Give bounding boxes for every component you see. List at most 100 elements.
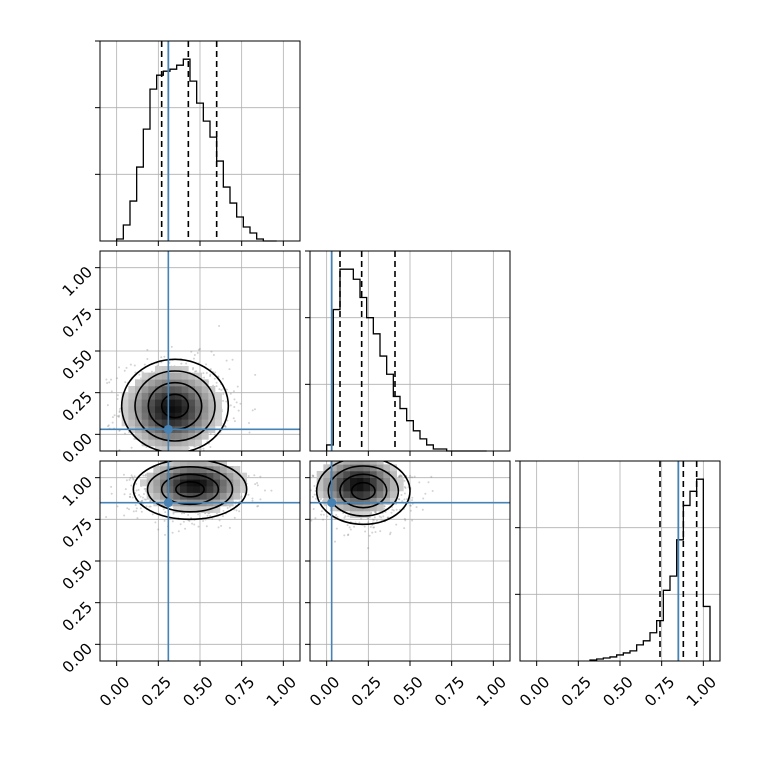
density-panel-p0-p2-sample-point (143, 498, 146, 501)
density-panel-p0-p2-sample-point (247, 493, 250, 496)
histogram-panel-p0-histogram-steps (116, 58, 277, 242)
density-panel-p1-p2-sample-point (353, 525, 356, 528)
density-panel-p1-p2-sample-point (409, 509, 412, 512)
density-panel-p0-p1-sample-point (118, 414, 121, 417)
density-panel-p0-p2-density-cell (220, 461, 227, 467)
density-panel-p0-p2-sample-point (141, 496, 144, 499)
density-panel-p0-p1-density-cell (188, 406, 196, 413)
density-panel-p0-p1-sample-point (105, 378, 108, 381)
density-panel-p0-p1-density-cell (175, 446, 182, 451)
density-panel-p0-p1-density-cell (195, 432, 202, 440)
density-panel-p1-p2-density-cell (323, 491, 331, 498)
density-panel-p1-p2-density-cell (356, 477, 364, 485)
density-panel-p0-p1-density-cell (201, 399, 209, 407)
density-panel-p0-p2-sample-point (247, 474, 250, 477)
density-panel-p0-p1-sample-point (108, 381, 111, 384)
density-panel-p0-p2-sample-point (105, 515, 108, 518)
density-panel-p0-p2-density-cell (186, 461, 194, 467)
density-panel-p0-p2-sample-point (126, 507, 129, 510)
histogram-panel-p2 (515, 460, 721, 662)
density-panel-p1-p2 (309, 460, 511, 662)
density-panel-p0-p1-density-cell (201, 412, 209, 420)
density-panel-p1-p2-sample-point (400, 475, 403, 478)
density-panel-p1-p2-sample-point (400, 474, 403, 477)
density-panel-p0-p1-sample-point (192, 366, 195, 369)
density-panel-p0-p1-density-cell (181, 412, 189, 420)
density-panel-p0-p1-sample-point (180, 362, 183, 365)
density-panel-p1-p2-sample-point (405, 498, 408, 501)
density-panel-p0-p1-density-cell (215, 412, 222, 420)
density-panel-p1-p2-density-cell (350, 477, 357, 485)
density-panel-p1-p2-density-cell (363, 464, 371, 472)
density-panel-p0-p2-density-cell (220, 486, 227, 493)
density-panel-p0-p2-density-cell (180, 506, 187, 513)
density-panel-p0-p1-sample-point (213, 377, 216, 380)
density-panel-p1-p2-density-cell (330, 461, 337, 465)
density-panel-p0-p1-sample-point (130, 446, 133, 449)
density-panel-p1-p2-sample-point (347, 533, 350, 536)
density-panel-p0-p2-sample-point (134, 503, 137, 506)
density-panel-p1-p2-density-cell (316, 471, 324, 478)
density-panel-p0-p1-sample-point (194, 370, 197, 373)
density-panel-p0-p2-sample-point (202, 519, 205, 522)
density-panel-p1-p2-density-cell (363, 491, 371, 498)
density-panel-p0-p2-contour-3 (132, 461, 248, 521)
density-panel-p0-p1-density-cell (161, 419, 169, 427)
density-panel-p0-p1-density-cell (155, 412, 162, 420)
density-panel-p0-p2-density-cell (200, 466, 207, 473)
density-panel-p0-p1-sample-point (106, 382, 109, 385)
density-panel-p1-p2-sample-point (374, 510, 377, 513)
density-panel-p1-p2-density-cell (350, 464, 357, 472)
density-panel-p0-p1-density-cell (175, 419, 182, 427)
density-panel-p0-p1-sample-point (209, 432, 212, 435)
density-panel-p0-p2-sample-point (135, 483, 138, 486)
density-panel-p1-p2-sample-point (386, 516, 389, 519)
density-panel-p1-p2-density-cell (370, 504, 377, 512)
density-panel-p1-p2-density-cell (370, 477, 377, 485)
density-panel-p1-p2-density-cell (376, 491, 384, 498)
density-panel-p0-p2-density-cell (166, 472, 174, 480)
density-panel-p1-p2-sample-point (389, 531, 392, 534)
density-panel-p0-p1-sample-point (134, 371, 137, 374)
density-panel-p1-p2-density-cell (330, 484, 337, 492)
density-panel-p0-p2-truth-point (163, 498, 173, 508)
density-panel-p1-p2-sample-point (373, 526, 376, 529)
density-panel-p1-p2-density-cell (330, 471, 337, 478)
density-panel-p0-p1-sample-point (139, 377, 142, 380)
density-panel-p0-p1-sample-point (231, 358, 234, 361)
density-panel-p1-p2-sample-point (335, 513, 338, 516)
density-panel-p0-p2-sample-point (157, 528, 160, 531)
density-panel-p0-p2-sample-point (128, 495, 131, 498)
density-panel-p0-p1-sample-point (111, 416, 114, 419)
density-panel-p1-p2-density-cell (336, 504, 344, 512)
density-panel-p0-p1-density-cell (181, 392, 189, 400)
density-panel-p1-p2-sample-point (313, 484, 316, 487)
density-panel-p0-p1-sample-point (237, 409, 240, 412)
density-panel-p0-p1-sample-point (251, 409, 254, 412)
density-panel-p1-p2-density-cell (330, 504, 337, 512)
density-panel-p0-p2-density-cell (220, 492, 227, 500)
density-panel-p0-p1-density-cell (208, 399, 216, 407)
density-panel-p1-p2-density-cell (383, 471, 391, 478)
density-panel-p1-p2-sample-point (375, 519, 378, 522)
density-panel-p0-p1-sample-point (190, 350, 193, 353)
density-panel-p1-p2-sample-point (312, 508, 315, 511)
density-panel-p0-p1-density-cell (121, 412, 129, 420)
density-panel-p0-p2-sample-point (140, 510, 143, 513)
density-panel-p1-p2-density-cell (350, 471, 357, 478)
density-panel-p1-p2-sample-point (383, 507, 386, 510)
density-panel-p0-p2-density-cell (166, 479, 174, 487)
density-panel-p1-p2-density-cell (343, 461, 351, 465)
density-panel-p0-p1-sample-point (225, 388, 228, 391)
density-panel-p0-p2-sample-point (163, 519, 166, 522)
density-panel-p1-p2-sample-point (411, 476, 414, 479)
density-panel-p0-p2-sample-point (164, 511, 167, 514)
density-panel-p1-p2-sample-point (343, 534, 346, 537)
density-panel-p0-p1-sample-point (229, 404, 232, 407)
density-panel-p1-p2-sample-point (404, 519, 407, 522)
density-panel-p0-p2-sample-point (256, 505, 259, 508)
density-panel-p0-p1-density-cell (188, 386, 196, 393)
density-panel-p1-p2-sample-point (347, 515, 350, 518)
density-panel-p1-p2-density-cell (370, 461, 377, 465)
density-panel-p0-p1-sample-point (203, 376, 206, 379)
